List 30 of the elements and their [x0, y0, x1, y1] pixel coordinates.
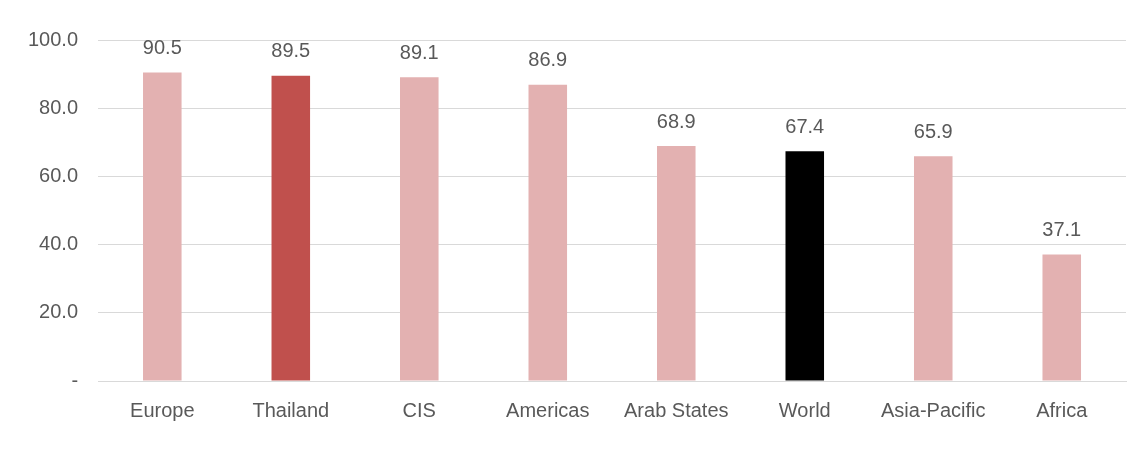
bar	[400, 77, 439, 381]
x-tick-label: Americas	[506, 398, 590, 421]
data-label: 67.4	[785, 114, 825, 137]
y-tick-label: 40.0	[39, 232, 79, 255]
data-label: 37.1	[1042, 218, 1082, 240]
x-tick-label: Africa	[1036, 398, 1089, 421]
bar	[143, 72, 182, 381]
x-tick-label: Arab States	[624, 398, 729, 421]
data-label: 65.9	[913, 119, 953, 142]
x-tick-label: Thailand	[252, 398, 330, 421]
data-label: 89.5	[271, 39, 311, 62]
bar	[657, 146, 696, 381]
y-tick-label: 20.0	[39, 300, 79, 323]
x-tick-label: Asia-Pacific	[881, 398, 986, 421]
x-tick-label: CIS	[402, 398, 436, 421]
x-tick-label: World	[778, 398, 831, 421]
bar	[528, 84, 568, 381]
y-tick-label: 60.0	[39, 163, 79, 186]
bar	[913, 156, 953, 381]
data-label: 68.9	[656, 109, 696, 132]
bar	[271, 75, 311, 381]
y-tick-label: -	[71, 368, 79, 391]
y-tick-label: 80.0	[39, 95, 79, 118]
x-tick-label: Europe	[130, 398, 195, 421]
y-tick-label: 100.0	[27, 27, 79, 50]
bar	[785, 151, 825, 381]
data-label: 86.9	[528, 48, 568, 71]
bar	[1042, 254, 1082, 381]
data-label: 90.5	[142, 35, 182, 58]
data-label: 89.1	[399, 40, 439, 63]
